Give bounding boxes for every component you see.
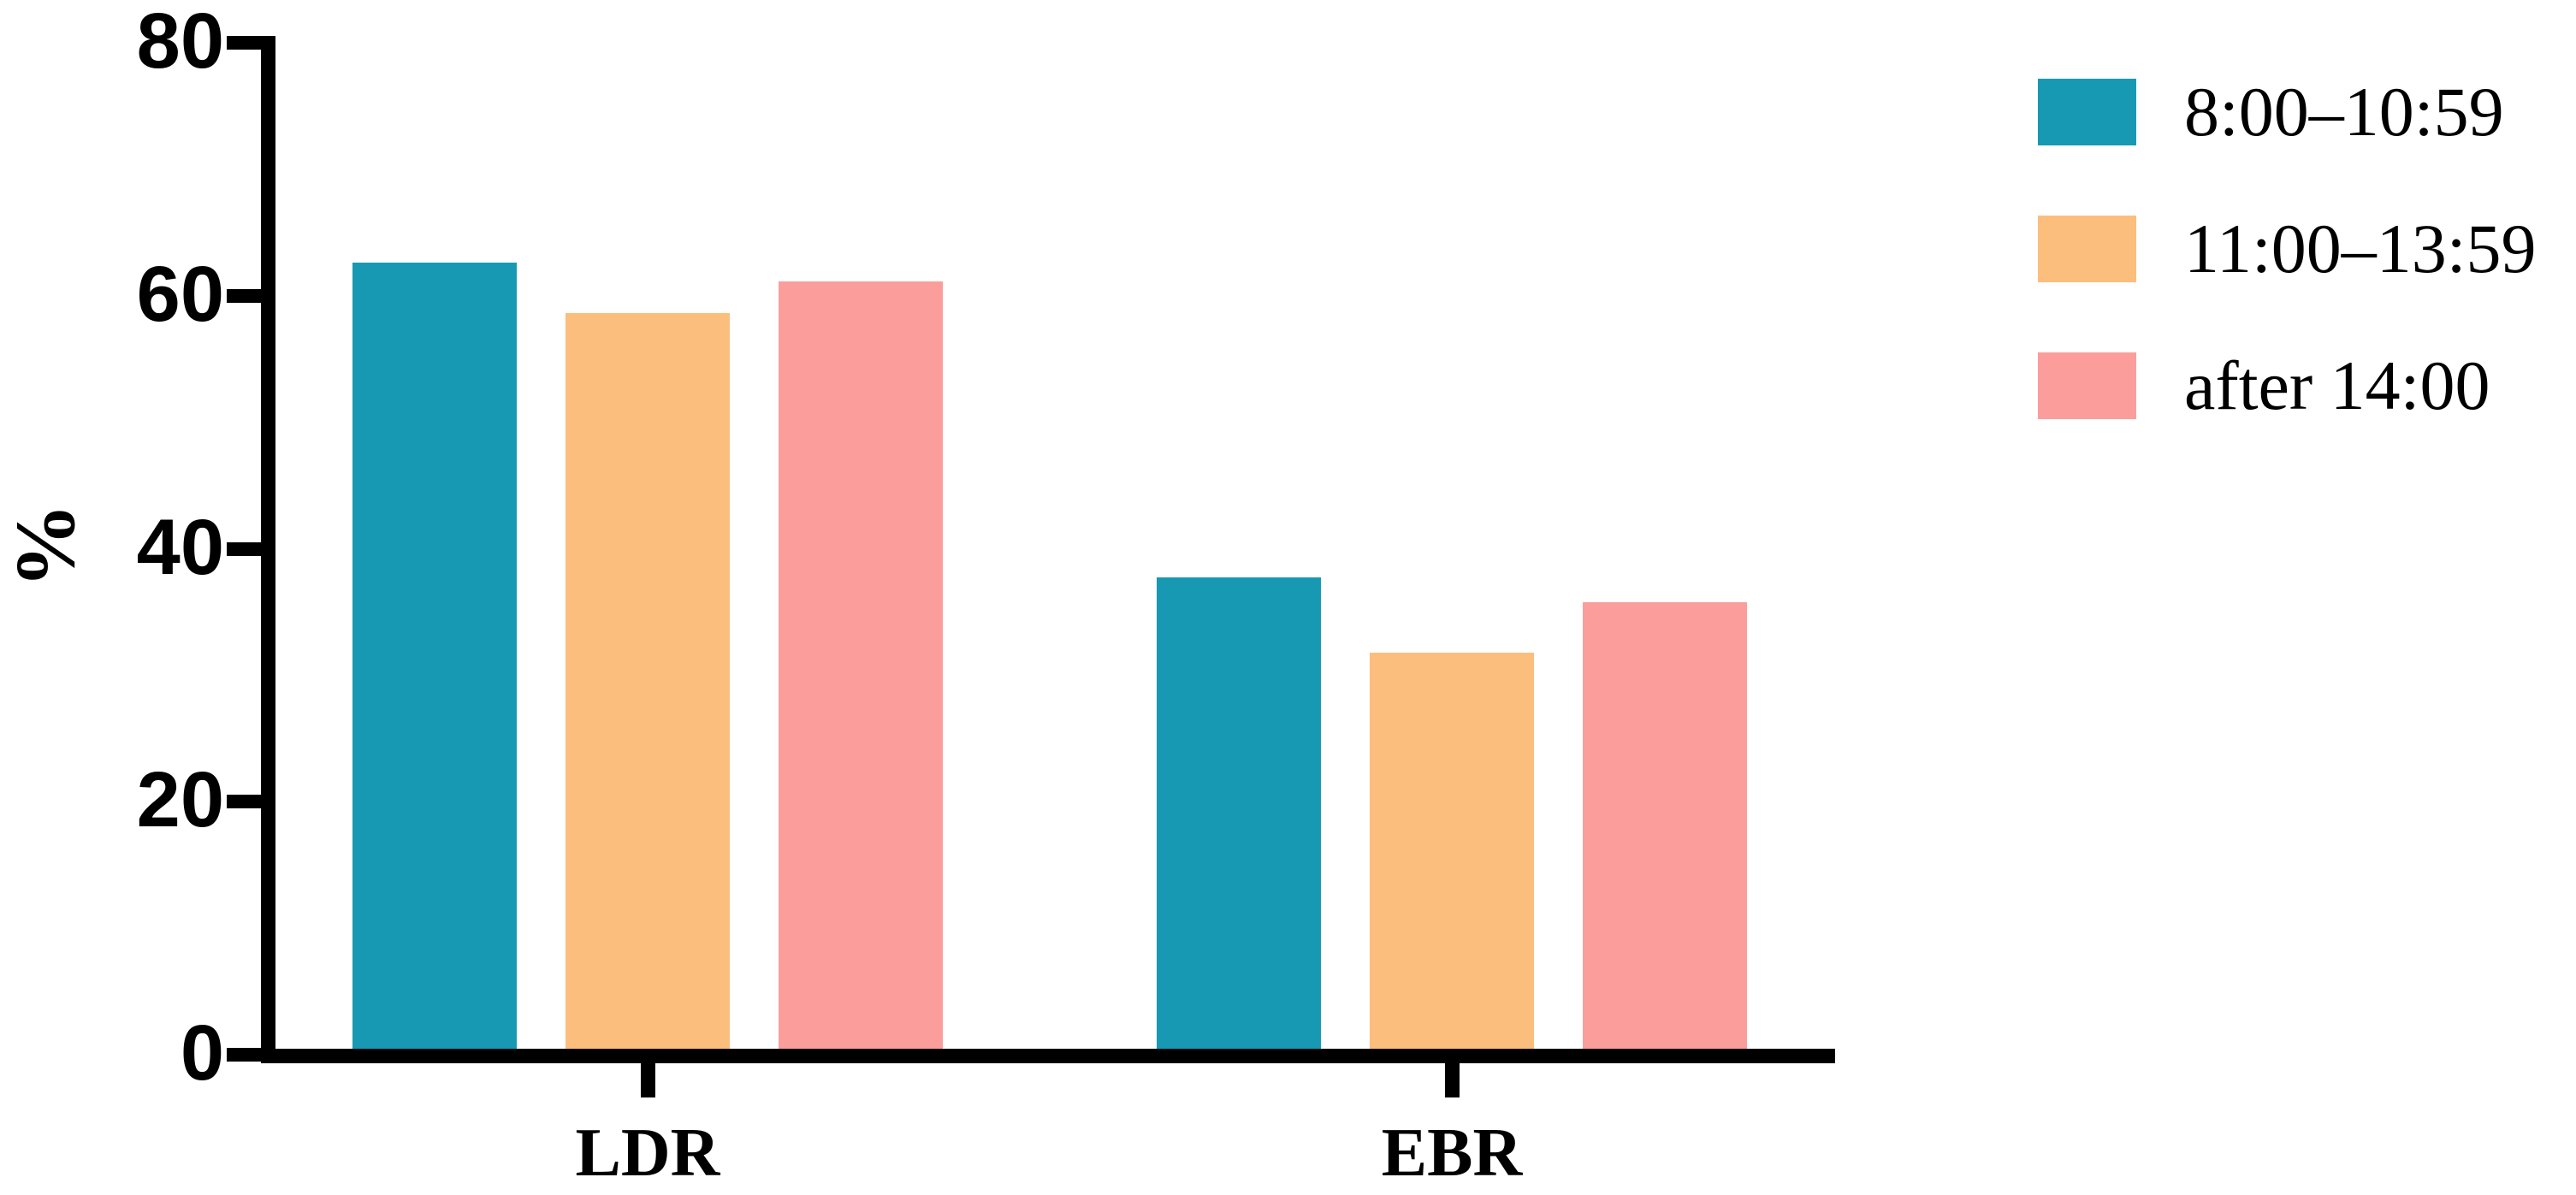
y-axis-line: [261, 36, 275, 1062]
y-tick-0: [227, 1048, 261, 1062]
category-label-ebr: EBR: [1381, 1115, 1523, 1191]
y-tick-label-60: 60: [136, 251, 224, 339]
x-axis-line: [261, 1049, 1835, 1063]
legend-swatch-1: [2038, 79, 2136, 145]
legend-item-1: 8:00–10:59: [2038, 77, 2504, 147]
y-tick-80: [227, 36, 261, 50]
y-tick-label-40: 40: [136, 504, 224, 592]
y-tick-label-20: 20: [136, 756, 224, 844]
legend-swatch-3: [2038, 352, 2136, 419]
category-label-ldr: LDR: [575, 1115, 720, 1191]
x-tick-ebr: [1445, 1063, 1460, 1097]
legend-item-2: 11:00–13:59: [2038, 214, 2537, 284]
x-tick-ldr: [641, 1063, 655, 1097]
bar-ebr-series-1: [1157, 577, 1321, 1049]
y-tick-label-0: 0: [180, 1009, 224, 1097]
bar-ldr-series-3: [779, 281, 943, 1049]
y-tick-40: [227, 542, 261, 556]
y-tick-label-80: 80: [136, 0, 224, 86]
legend-label-1: 8:00–10:59: [2184, 73, 2504, 151]
legend-label-3: after 14:00: [2184, 346, 2490, 424]
y-tick-20: [227, 795, 261, 808]
legend-label-2: 11:00–13:59: [2184, 210, 2537, 287]
y-tick-60: [227, 289, 261, 303]
bar-ebr-series-2: [1370, 653, 1534, 1049]
bar-ebr-series-3: [1583, 602, 1747, 1049]
legend-item-3: after 14:00: [2038, 351, 2490, 421]
bar-ldr-series-1: [352, 263, 517, 1049]
bar-ldr-series-2: [566, 313, 730, 1049]
legend-swatch-2: [2038, 216, 2136, 282]
